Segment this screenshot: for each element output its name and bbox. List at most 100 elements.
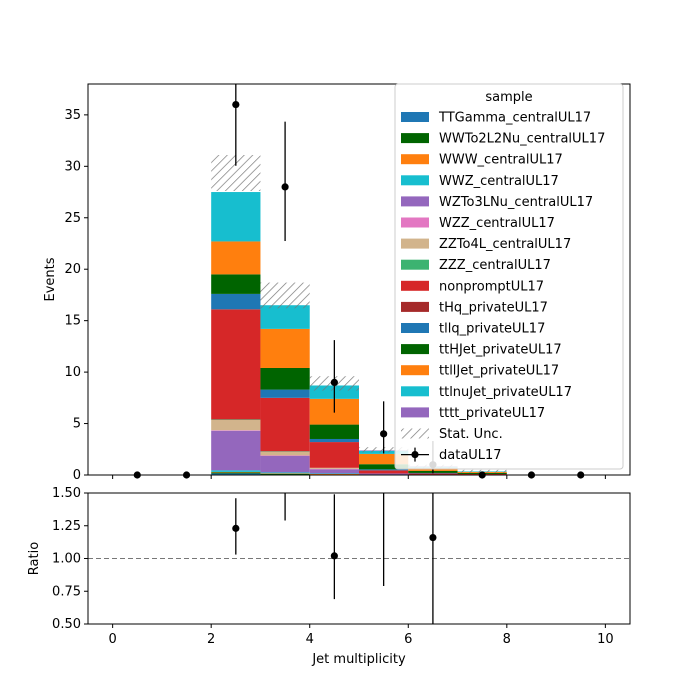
bar-ttlnuJet_privateUL17-bin-3 [260, 305, 310, 329]
data-point-2 [232, 100, 240, 109]
main-axes-frame [87, 83, 631, 476]
bar-tllq_privateUL17-bin-4 [309, 438, 359, 443]
legend-label-tttt_privateUL17: tttt_privateUL17 [439, 406, 545, 421]
ratio-point-0 [232, 524, 240, 532]
legend-swatch-ZZTo4L_centralUL17 [401, 238, 429, 249]
main-plot-area [211, 84, 507, 475]
bar-WZTo3LNu_centralUL17-bin-4 [309, 469, 359, 474]
main-ytick-label-25: 25 [64, 211, 81, 226]
legend-label-WWZ_centralUL17: WWZ_centralUL17 [439, 174, 559, 189]
bar-TTGamma_centralUL17-bin-2 [211, 473, 261, 475]
legend-label-tHq_privateUL17: tHq_privateUL17 [439, 300, 548, 315]
data-point-5 [380, 430, 388, 438]
ratio-ylabel: Ratio [27, 542, 42, 575]
bar-ZZTo4L_centralUL17-bin-3 [260, 451, 310, 456]
main-ytick-label-20: 20 [64, 262, 81, 277]
ratio-ytick-label-4: 1.50 [52, 486, 81, 501]
stat-unc-band-bin-3 [260, 282, 310, 309]
ratio-xlabel: Jet multiplicity [311, 652, 406, 667]
data-point-3 [281, 183, 289, 191]
legend-label-ttllJet_privateUL17: ttllJet_privateUL17 [439, 364, 559, 379]
legend-swatch-WWW_centralUL17 [401, 154, 429, 165]
ratio-xtick-label-10: 10 [597, 632, 614, 647]
ratio-point-3 [380, 483, 387, 490]
ratio-ytick-label-2: 1.00 [52, 552, 81, 567]
ratio-point-2 [330, 552, 338, 560]
legend-title: sample [485, 90, 532, 105]
legend-label-WZTo3LNu_centralUL17: WZTo3LNu_centralUL17 [439, 195, 593, 210]
ratio-ytick-label-3: 1.25 [52, 519, 81, 534]
legend-label-ttlnuJet_privateUL17: ttlnuJet_privateUL17 [439, 385, 572, 400]
legend-swatch-stat-unc [401, 428, 429, 439]
legend-label-TTGamma_centralUL17: TTGamma_centralUL17 [438, 111, 591, 126]
main-plot: 0 5 10 15 20 25 30 35 Events [43, 83, 631, 483]
ratio-xtick-label-6: 6 [404, 632, 412, 647]
bar-WZTo3LNu_centralUL17-bin-3 [260, 455, 310, 473]
bar-ttHJet_privateUL17-bin-5 [359, 464, 409, 470]
bar-ZZZ_centralUL17-bin-3 [260, 451, 310, 452]
bar-ZZZ_centralUL17-bin-2 [211, 419, 261, 420]
legend-swatch-nonpromptUL17 [401, 280, 429, 291]
bar-tllq_privateUL17-bin-3 [260, 389, 310, 398]
legend-label-ZZZ_centralUL17: ZZZ_centralUL17 [439, 258, 551, 273]
bar-WZTo3LNu_centralUL17-bin-2 [211, 430, 261, 471]
main-ytick-label-30: 30 [64, 159, 81, 174]
legend-swatch-WZZ_centralUL17 [401, 217, 429, 228]
legend-swatch-tttt_privateUL17 [401, 407, 429, 418]
bar-nonpromptUL17-bin-2 [211, 309, 261, 420]
ratio-xtick-label-4: 4 [306, 632, 314, 647]
bar-WZZ_centralUL17-bin-4 [309, 468, 359, 470]
bar-nonpromptUL17-bin-5 [359, 470, 409, 474]
bar-ZZTo4L_centralUL17-bin-4 [309, 467, 359, 469]
bar-WWW_centralUL17-bin-3 [260, 473, 310, 474]
ratio-plot: 0.50 0.75 1.00 1.25 1.50 0 2 4 6 8 10 Jet multiplic… [27, 483, 631, 667]
bar-WWTo2L2Nu_centralUL17-bin-2 [211, 472, 261, 474]
bar-tllq_privateUL17-bin-5 [359, 469, 409, 471]
bar-WZTo3LNu_centralUL17-bin-5 [359, 473, 409, 475]
bar-ttHJet_privateUL17-bin-2 [211, 274, 261, 294]
bar-tllq_privateUL17-bin-2 [211, 293, 261, 310]
bar-nonpromptUL17-bin-4 [309, 442, 359, 468]
bar-WWZ_centralUL17-bin-3 [260, 472, 310, 474]
bar-nonpromptUL17-bin-3 [260, 397, 310, 452]
ratio-point-4 [429, 533, 437, 542]
main-ytick-label-5: 5 [73, 417, 81, 432]
bar-ttHJet_privateUL17-bin-4 [309, 424, 359, 439]
legend-swatch-ttHJet_privateUL17 [401, 344, 429, 355]
legend-swatch-WWZ_centralUL17 [401, 175, 429, 186]
legend-label-Stat. Unc.: Stat. Unc. [439, 427, 503, 442]
legend-swatch-WZTo3LNu_centralUL17 [401, 196, 429, 207]
legend-data-marker [411, 451, 419, 459]
bar-WWTo2L2Nu_centralUL17-bin-3 [260, 473, 310, 475]
legend-label-nonpromptUL17: nonpromptUL17 [439, 279, 544, 294]
main-ylabel: Events [43, 257, 58, 301]
bar-ttllJet_privateUL17-bin-2 [211, 241, 261, 275]
ratio-xtick-label-2: 2 [207, 632, 215, 647]
legend-label-tllq_privateUL17: tllq_privateUL17 [439, 322, 545, 337]
stat-unc-band-bin-7 [457, 469, 507, 473]
ratio-ytick-label-0: 0.50 [52, 617, 81, 632]
main-ytick-label-35: 35 [64, 108, 81, 123]
legend-label-WZZ_centralUL17: WZZ_centralUL17 [439, 216, 555, 231]
bar-WWZ_centralUL17-bin-4 [309, 473, 359, 474]
legend-swatch-tllq_privateUL17 [401, 323, 429, 333]
legend-swatch-ttlnuJet_privateUL17 [401, 386, 429, 397]
main-ytick-label-15: 15 [64, 314, 81, 329]
legend-label-WWW_centralUL17: WWW_centralUL17 [439, 153, 563, 168]
ratio-xtick-label-0: 0 [108, 632, 116, 647]
bar-ttllJet_privateUL17-bin-3 [260, 328, 310, 368]
bar-ZZTo4L_centralUL17-bin-2 [211, 419, 261, 431]
bar-WWW_centralUL17-bin-4 [309, 473, 359, 475]
main-ytick-label-10: 10 [64, 365, 81, 380]
bar-ttHJet_privateUL17-bin-3 [260, 367, 310, 390]
ratio-plot-area [88, 483, 630, 624]
bar-nonpromptUL17-bin-6 [408, 473, 458, 475]
legend-label-ttHJet_privateUL17: ttHJet_privateUL17 [439, 343, 562, 358]
bar-ttllJet_privateUL17-bin-5 [359, 453, 409, 465]
bar-WZZ_centralUL17-bin-2 [211, 430, 261, 431]
legend-box [394, 83, 624, 470]
legend-label-dataUL17: dataUL17 [439, 448, 502, 463]
legend: sample TTGamma_centralUL17 WWTo2L2Nu_centr… [394, 83, 624, 470]
bar-WWZ_centralUL17-bin-2 [211, 470, 261, 472]
